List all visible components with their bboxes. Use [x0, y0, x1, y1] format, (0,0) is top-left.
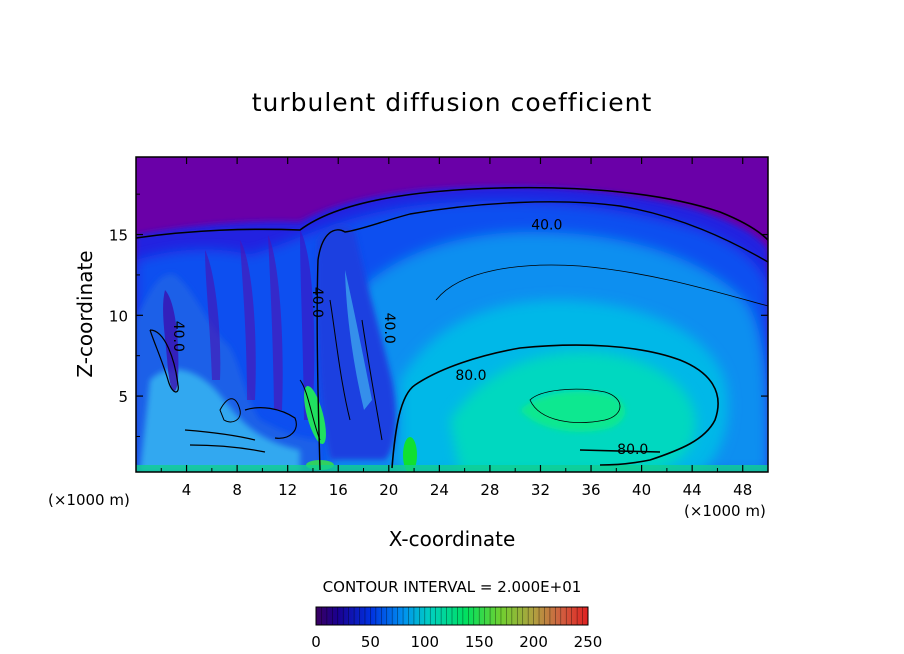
- x-tick-label: 24: [430, 481, 449, 499]
- colorbar-tick-label: 250: [574, 633, 603, 651]
- colorbar-tick-label: 100: [410, 633, 439, 651]
- contour-label: 40.0: [170, 321, 186, 352]
- x-axis-title: X-coordinate: [389, 527, 516, 551]
- contour-label: 80.0: [617, 442, 648, 458]
- x-tick-label: 20: [379, 481, 398, 499]
- x-tick-label: 44: [683, 481, 702, 499]
- colorbar-tick-label: 50: [361, 633, 380, 651]
- x-tick-label: 4: [182, 481, 192, 499]
- y-axis: 5 10 15: [109, 193, 768, 437]
- y-tick-label: 5: [118, 388, 128, 406]
- x-tick-label: 32: [531, 481, 550, 499]
- contour-interval-text: CONTOUR INTERVAL = 2.000E+01: [323, 578, 582, 596]
- x-tick-label: 16: [329, 481, 348, 499]
- x-tick-label: 40: [632, 481, 651, 499]
- contour-label: 40.0: [309, 287, 325, 318]
- plot-frame: [135, 156, 769, 473]
- colorbar-tick-label: 0: [311, 633, 321, 651]
- x-tick-label: 28: [480, 481, 499, 499]
- y-tick-label: 10: [109, 307, 128, 325]
- z-unit-label: (×1000 m): [48, 491, 130, 509]
- colorbar-hatching: [315, 607, 589, 625]
- x-tick-label: 8: [232, 481, 242, 499]
- x-tick-label: 36: [581, 481, 600, 499]
- y-tick-label: 15: [109, 227, 128, 245]
- contour-lines: [136, 186, 768, 471]
- x-unit-label: (×1000 m): [684, 502, 766, 520]
- y-axis-title: Z-coordinate: [73, 250, 97, 377]
- contour-label: 40.0: [381, 313, 397, 344]
- colorbar-tick-label: 200: [519, 633, 548, 651]
- x-axis: 4 8 12 16 20 24 28 32 36 40 44 48: [160, 157, 752, 499]
- colorbar-axis: 0 50 100 150 200 250: [311, 633, 602, 651]
- chart-title: turbulent diffusion coefficient: [252, 88, 653, 117]
- colorbar-tick-label: 150: [465, 633, 494, 651]
- contour-label: 80.0: [455, 368, 486, 384]
- contour-labels: 40.0 40.0 40.0 40.0 80.0 80.0: [170, 218, 648, 459]
- heatmap-field: [136, 157, 768, 472]
- contour-label: 40.0: [531, 218, 562, 234]
- x-tick-label: 48: [733, 481, 752, 499]
- x-tick-label: 12: [278, 481, 297, 499]
